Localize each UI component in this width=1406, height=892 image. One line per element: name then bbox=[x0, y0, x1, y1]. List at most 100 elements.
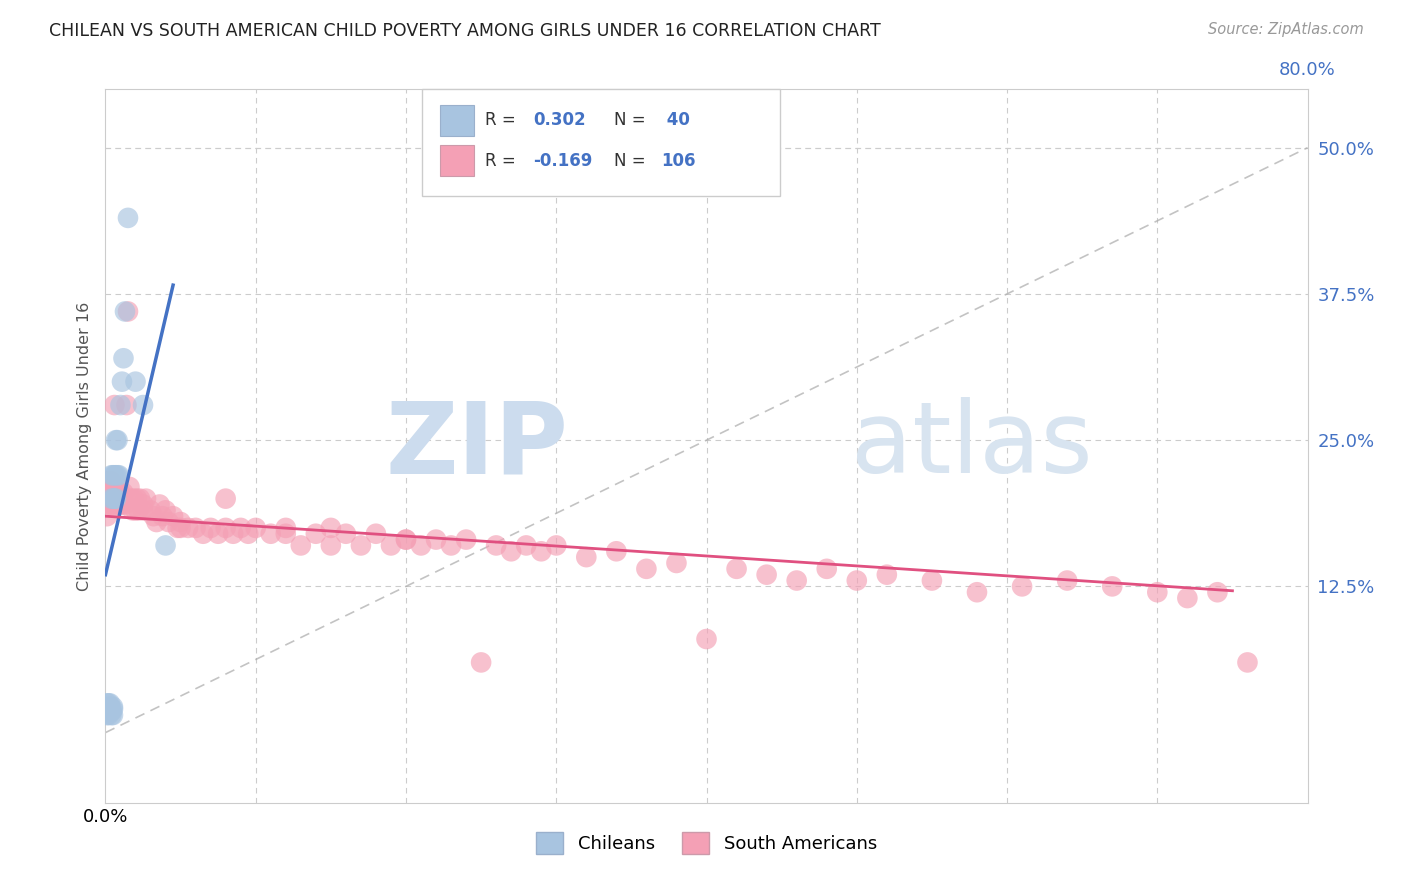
Point bbox=[101, 702, 124, 716]
Point bbox=[605, 544, 627, 558]
Point bbox=[97, 708, 120, 723]
Point bbox=[214, 521, 236, 535]
Point bbox=[107, 485, 129, 500]
Point bbox=[395, 533, 418, 547]
Point bbox=[1056, 574, 1078, 588]
Text: R =: R = bbox=[485, 112, 522, 129]
Point bbox=[132, 398, 155, 412]
Point bbox=[103, 491, 125, 506]
Point bbox=[111, 498, 134, 512]
Point bbox=[110, 498, 132, 512]
Point bbox=[98, 705, 121, 719]
Point bbox=[364, 526, 387, 541]
Point bbox=[100, 468, 122, 483]
Point bbox=[1146, 585, 1168, 599]
Point bbox=[145, 515, 167, 529]
Point bbox=[238, 526, 260, 541]
Point bbox=[515, 538, 537, 552]
Point bbox=[101, 468, 124, 483]
Text: 0.302: 0.302 bbox=[533, 112, 585, 129]
Point bbox=[100, 708, 122, 723]
Point bbox=[120, 491, 142, 506]
Point bbox=[104, 433, 127, 447]
Point bbox=[97, 498, 120, 512]
Point bbox=[485, 538, 508, 552]
Point bbox=[155, 538, 177, 552]
Point bbox=[104, 468, 127, 483]
Point bbox=[470, 656, 492, 670]
Point bbox=[98, 697, 121, 711]
Point bbox=[96, 705, 118, 719]
Point bbox=[108, 485, 131, 500]
Point bbox=[395, 533, 418, 547]
Point bbox=[103, 398, 125, 412]
Point bbox=[169, 515, 191, 529]
Point bbox=[112, 351, 135, 366]
Point bbox=[260, 526, 283, 541]
Point bbox=[101, 708, 124, 723]
Point bbox=[229, 521, 252, 535]
Point bbox=[100, 491, 122, 506]
Point bbox=[921, 574, 943, 588]
Point bbox=[108, 498, 131, 512]
Point bbox=[636, 562, 658, 576]
Point bbox=[139, 503, 162, 517]
Point bbox=[98, 702, 121, 716]
Text: N =: N = bbox=[614, 112, 651, 129]
Text: R =: R = bbox=[485, 152, 522, 169]
Point bbox=[966, 585, 988, 599]
Point bbox=[107, 498, 129, 512]
Point bbox=[100, 474, 122, 488]
Point bbox=[155, 503, 177, 517]
Text: 40: 40 bbox=[661, 112, 690, 129]
Point bbox=[112, 485, 135, 500]
Point bbox=[117, 304, 139, 318]
Point bbox=[124, 375, 146, 389]
Point bbox=[101, 480, 124, 494]
Point bbox=[124, 503, 146, 517]
Point bbox=[1206, 585, 1229, 599]
Text: atlas: atlas bbox=[851, 398, 1092, 494]
Point bbox=[191, 526, 214, 541]
Point bbox=[350, 538, 373, 552]
Legend: Chileans, South Americans: Chileans, South Americans bbox=[529, 825, 884, 862]
Point bbox=[409, 538, 432, 552]
Point bbox=[755, 567, 778, 582]
Point bbox=[245, 521, 267, 535]
Point bbox=[101, 491, 124, 506]
Text: Source: ZipAtlas.com: Source: ZipAtlas.com bbox=[1208, 22, 1364, 37]
Point bbox=[96, 697, 118, 711]
Point bbox=[97, 485, 120, 500]
Point bbox=[135, 491, 157, 506]
Point bbox=[96, 474, 118, 488]
Point bbox=[97, 697, 120, 711]
Point bbox=[440, 538, 463, 552]
Point bbox=[101, 699, 124, 714]
Point bbox=[97, 474, 120, 488]
Point bbox=[96, 509, 118, 524]
Point bbox=[166, 521, 188, 535]
Point bbox=[118, 480, 141, 494]
Point bbox=[290, 538, 312, 552]
Point bbox=[305, 526, 328, 541]
Point bbox=[274, 526, 297, 541]
Point bbox=[177, 521, 200, 535]
Point bbox=[207, 526, 229, 541]
Point bbox=[319, 538, 342, 552]
Point bbox=[110, 398, 132, 412]
Point bbox=[107, 468, 129, 483]
Point bbox=[114, 498, 136, 512]
Point bbox=[132, 503, 155, 517]
Point bbox=[115, 398, 138, 412]
Point bbox=[425, 533, 447, 547]
Point bbox=[725, 562, 748, 576]
Point bbox=[169, 521, 191, 535]
Point bbox=[103, 491, 125, 506]
Point bbox=[200, 521, 222, 535]
Point bbox=[100, 498, 122, 512]
Point bbox=[97, 702, 120, 716]
Point bbox=[575, 550, 598, 565]
Point bbox=[110, 485, 132, 500]
Text: -0.169: -0.169 bbox=[533, 152, 592, 169]
Point bbox=[546, 538, 568, 552]
